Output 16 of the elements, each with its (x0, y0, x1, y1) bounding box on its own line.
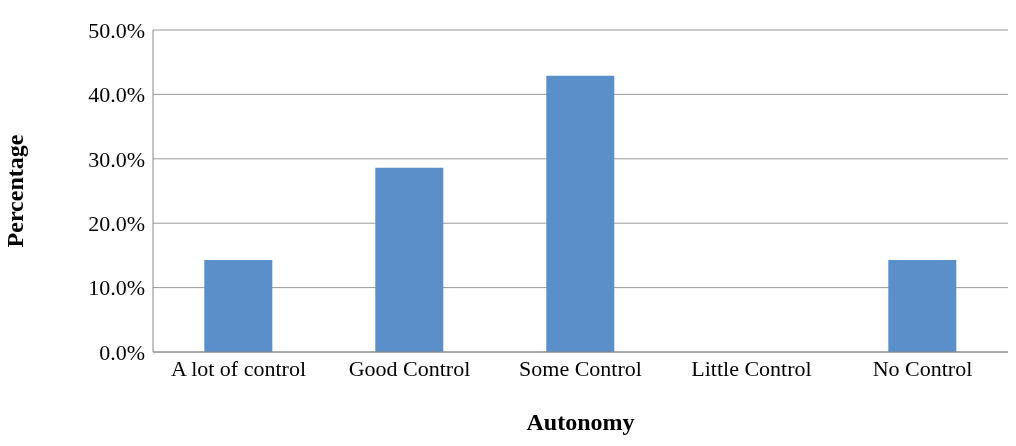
bar (546, 75, 615, 352)
bar (888, 259, 957, 352)
y-tick-label: 0.0% (99, 339, 145, 365)
y-tick-label: 30.0% (88, 146, 145, 172)
x-tick-label: No Control (872, 355, 973, 381)
y-tick-label: 50.0% (88, 17, 145, 43)
x-axis-title: Autonomy (526, 409, 635, 435)
bar (204, 259, 273, 352)
bar (375, 167, 444, 352)
x-tick-label: A lot of control (170, 355, 307, 381)
y-tick-label: 20.0% (88, 211, 145, 237)
x-tick-label: Some Control (519, 355, 642, 381)
x-tick-label: Little Control (691, 355, 812, 381)
x-tick-label: Good Control (348, 355, 471, 381)
y-tick-label: 10.0% (88, 275, 145, 301)
y-tick-label: 40.0% (88, 82, 145, 108)
